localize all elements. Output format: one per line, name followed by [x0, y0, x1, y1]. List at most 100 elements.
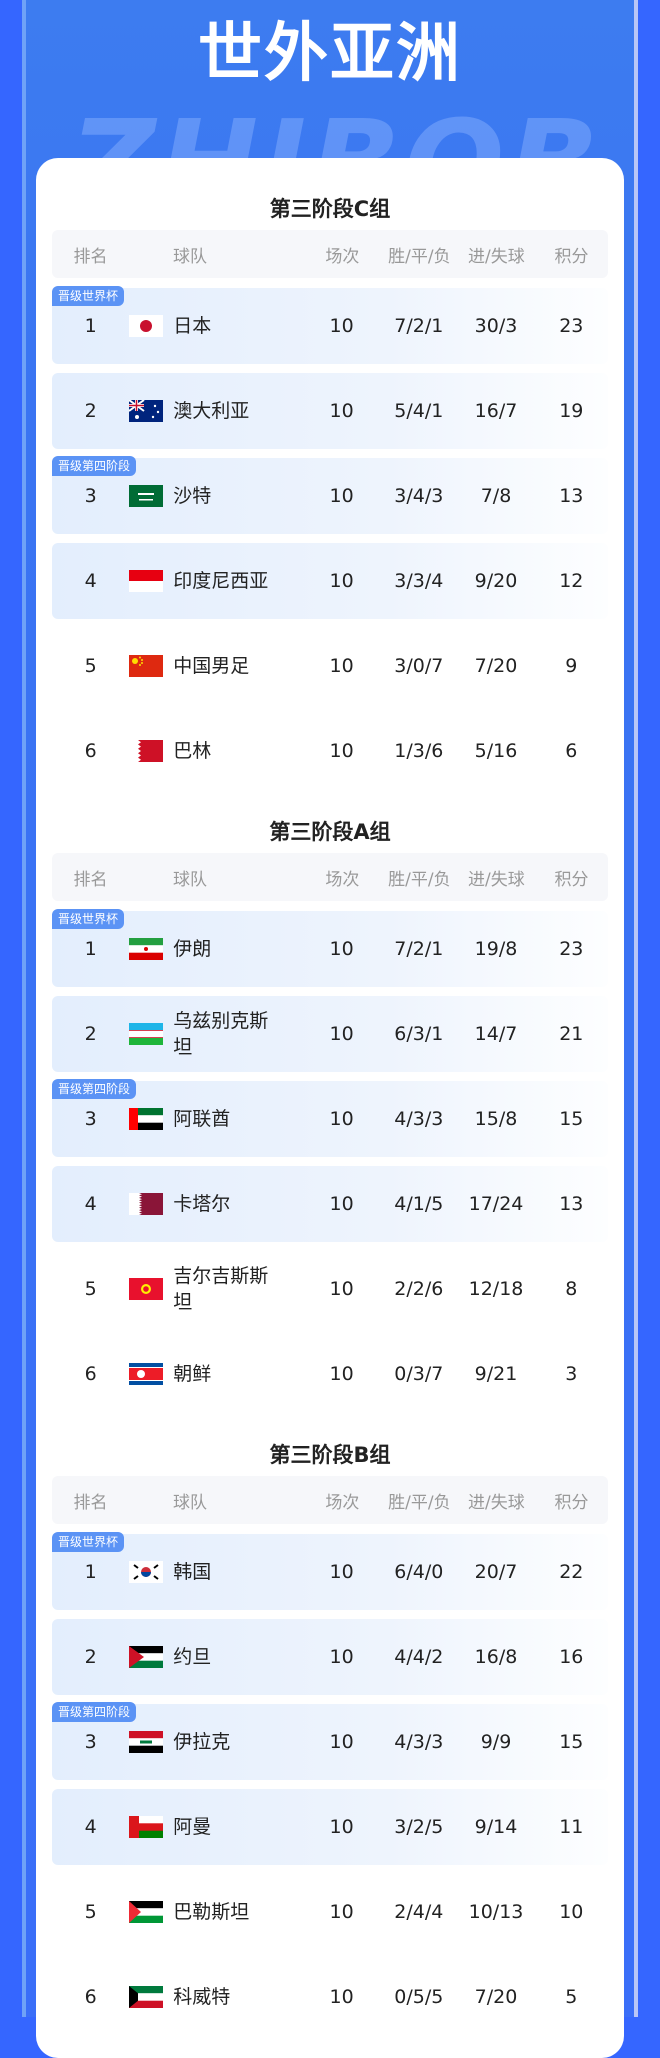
team-name: 吉尔吉斯斯坦	[173, 1265, 269, 1313]
watermark: ZHIBOBA	[70, 94, 610, 163]
team-name: 巴勒斯坦	[173, 1901, 250, 1923]
flag-qatar-icon	[129, 1193, 164, 1215]
standings-card: 第三阶段C组 排名 球队 场次 胜/平/负 进/失球 积分 晋级世界杯 1 日本…	[36, 158, 624, 2058]
rank: 2	[84, 1646, 97, 1668]
team-name: 沙特	[173, 485, 212, 507]
table-row[interactable]: 晋级世界杯 1 韩国 10 6/4/0 20/7 22	[52, 1532, 608, 1610]
table-row[interactable]: 晋级第四阶段 3 沙特 10 3/4/3 7/8 13	[52, 456, 608, 534]
points: 9	[565, 655, 578, 677]
team-cell: 朝鲜	[129, 1361, 303, 1387]
table-row[interactable]: 晋级第四阶段 3 伊拉克 10 4/3/3 9/9 15	[52, 1702, 608, 1780]
table-row[interactable]: 5 中国男足 10 3/0/7 7/20 9	[52, 628, 608, 704]
header-rank: 排名	[73, 869, 108, 890]
team-cell: 阿曼	[129, 1814, 303, 1840]
table-row[interactable]: 晋级世界杯 1 伊朗 10 7/2/1 19/8 23	[52, 909, 608, 987]
flag-kyrgyzstan-icon	[129, 1278, 164, 1300]
played: 10	[329, 1731, 354, 1753]
header-points: 积分	[554, 869, 589, 890]
table-row[interactable]: 2 澳大利亚 10 5/4/1 16/7 19	[52, 373, 608, 449]
goals: 30/3	[474, 315, 518, 337]
table-row[interactable]: 2 约旦 10 4/4/2 16/8 16	[52, 1619, 608, 1695]
played: 10	[329, 938, 354, 960]
team-cell: 韩国	[129, 1559, 303, 1585]
goals: 9/20	[474, 570, 518, 592]
table-row[interactable]: 晋级第四阶段 3 阿联酋 10 4/3/3 15/8 15	[52, 1079, 608, 1157]
header-team: 球队	[173, 246, 207, 267]
win-draw-loss: 2/4/4	[394, 1901, 444, 1923]
win-draw-loss: 1/3/6	[394, 740, 444, 762]
status-badge: 晋级世界杯	[52, 909, 125, 929]
goals: 9/14	[474, 1816, 518, 1838]
status-badge: 晋级第四阶段	[52, 456, 137, 476]
team-name: 约旦	[173, 1646, 212, 1668]
table-row[interactable]: 晋级世界杯 1 日本 10 7/2/1 30/3 23	[52, 286, 608, 364]
table-row[interactable]: 4 卡塔尔 10 4/1/5 17/24 13	[52, 1166, 608, 1242]
team-name: 伊朗	[173, 938, 212, 960]
team-name: 科威特	[173, 1986, 231, 2008]
points: 16	[559, 1646, 584, 1668]
team-cell: 中国男足	[129, 653, 303, 679]
flag-kuwait-icon	[129, 1986, 164, 2008]
win-draw-loss: 4/4/2	[394, 1646, 444, 1668]
played: 10	[329, 485, 354, 507]
team-name: 澳大利亚	[173, 400, 250, 422]
team-cell: 巴林	[129, 738, 303, 764]
played: 10	[329, 1193, 354, 1215]
status-badge: 晋级第四阶段	[52, 1702, 137, 1722]
rank: 2	[84, 1023, 97, 1045]
rank: 1	[84, 315, 97, 337]
rank: 2	[84, 400, 97, 422]
rank: 4	[84, 570, 97, 592]
win-draw-loss: 3/2/5	[394, 1816, 444, 1838]
goals: 16/7	[474, 400, 518, 422]
table-row[interactable]: 2 乌兹别克斯坦 10 6/3/1 14/7 21	[52, 996, 608, 1072]
goals: 16/8	[474, 1646, 518, 1668]
team-name: 韩国	[173, 1561, 212, 1583]
team-cell: 伊拉克	[129, 1729, 303, 1755]
played: 10	[329, 315, 354, 337]
goals: 19/8	[474, 938, 518, 960]
flag-south-korea-icon	[129, 1561, 164, 1583]
header-goals: 进/失球	[468, 1492, 525, 1513]
team-cell: 卡塔尔	[129, 1191, 303, 1217]
points: 22	[559, 1561, 584, 1583]
win-draw-loss: 6/4/0	[394, 1561, 444, 1583]
win-draw-loss: 3/3/4	[394, 570, 444, 592]
rank: 3	[84, 1108, 97, 1130]
table-row[interactable]: 6 朝鲜 10 0/3/7 9/21 3	[52, 1336, 608, 1412]
table-row[interactable]: 6 科威特 10 0/5/5 7/20 5	[52, 1959, 608, 2035]
points: 11	[559, 1816, 584, 1838]
header-played: 场次	[325, 1492, 360, 1513]
table-header: 排名 球队 场次 胜/平/负 进/失球 积分	[52, 1476, 608, 1524]
goals: 12/18	[468, 1278, 524, 1300]
table-row[interactable]: 5 吉尔吉斯斯坦 10 2/2/6 12/18 8	[52, 1251, 608, 1327]
played: 10	[329, 740, 354, 762]
group-title: 第三阶段C组	[269, 197, 391, 221]
table-row[interactable]: 4 印度尼西亚 10 3/3/4 9/20 12	[52, 543, 608, 619]
goals: 9/9	[480, 1731, 512, 1753]
header-team: 球队	[173, 1492, 207, 1513]
team-name: 乌兹别克斯坦	[173, 1010, 269, 1058]
points: 15	[559, 1108, 584, 1130]
table-row[interactable]: 6 巴林 10 1/3/6 5/16 6	[52, 713, 608, 789]
played: 10	[329, 1023, 354, 1045]
rank: 4	[84, 1193, 97, 1215]
rank: 6	[84, 1363, 97, 1385]
group-title: 第三阶段A组	[269, 820, 391, 844]
played: 10	[329, 1561, 354, 1583]
flag-uzbekistan-icon	[129, 1023, 164, 1045]
points: 13	[559, 1193, 584, 1215]
played: 10	[329, 400, 354, 422]
table-row[interactable]: 4 阿曼 10 3/2/5 9/14 11	[52, 1789, 608, 1865]
points: 23	[559, 315, 584, 337]
rank: 5	[84, 1901, 97, 1923]
table-row[interactable]: 5 巴勒斯坦 10 2/4/4 10/13 10	[52, 1874, 608, 1950]
team-name: 卡塔尔	[173, 1193, 231, 1215]
win-draw-loss: 0/5/5	[394, 1986, 444, 2008]
team-cell: 乌兹别克斯坦	[129, 1008, 303, 1060]
win-draw-loss: 3/4/3	[394, 485, 444, 507]
rank: 3	[84, 1731, 97, 1753]
header-wdl: 胜/平/负	[388, 246, 451, 267]
team-name: 阿联酋	[173, 1108, 231, 1130]
status-badge: 晋级世界杯	[52, 286, 125, 306]
